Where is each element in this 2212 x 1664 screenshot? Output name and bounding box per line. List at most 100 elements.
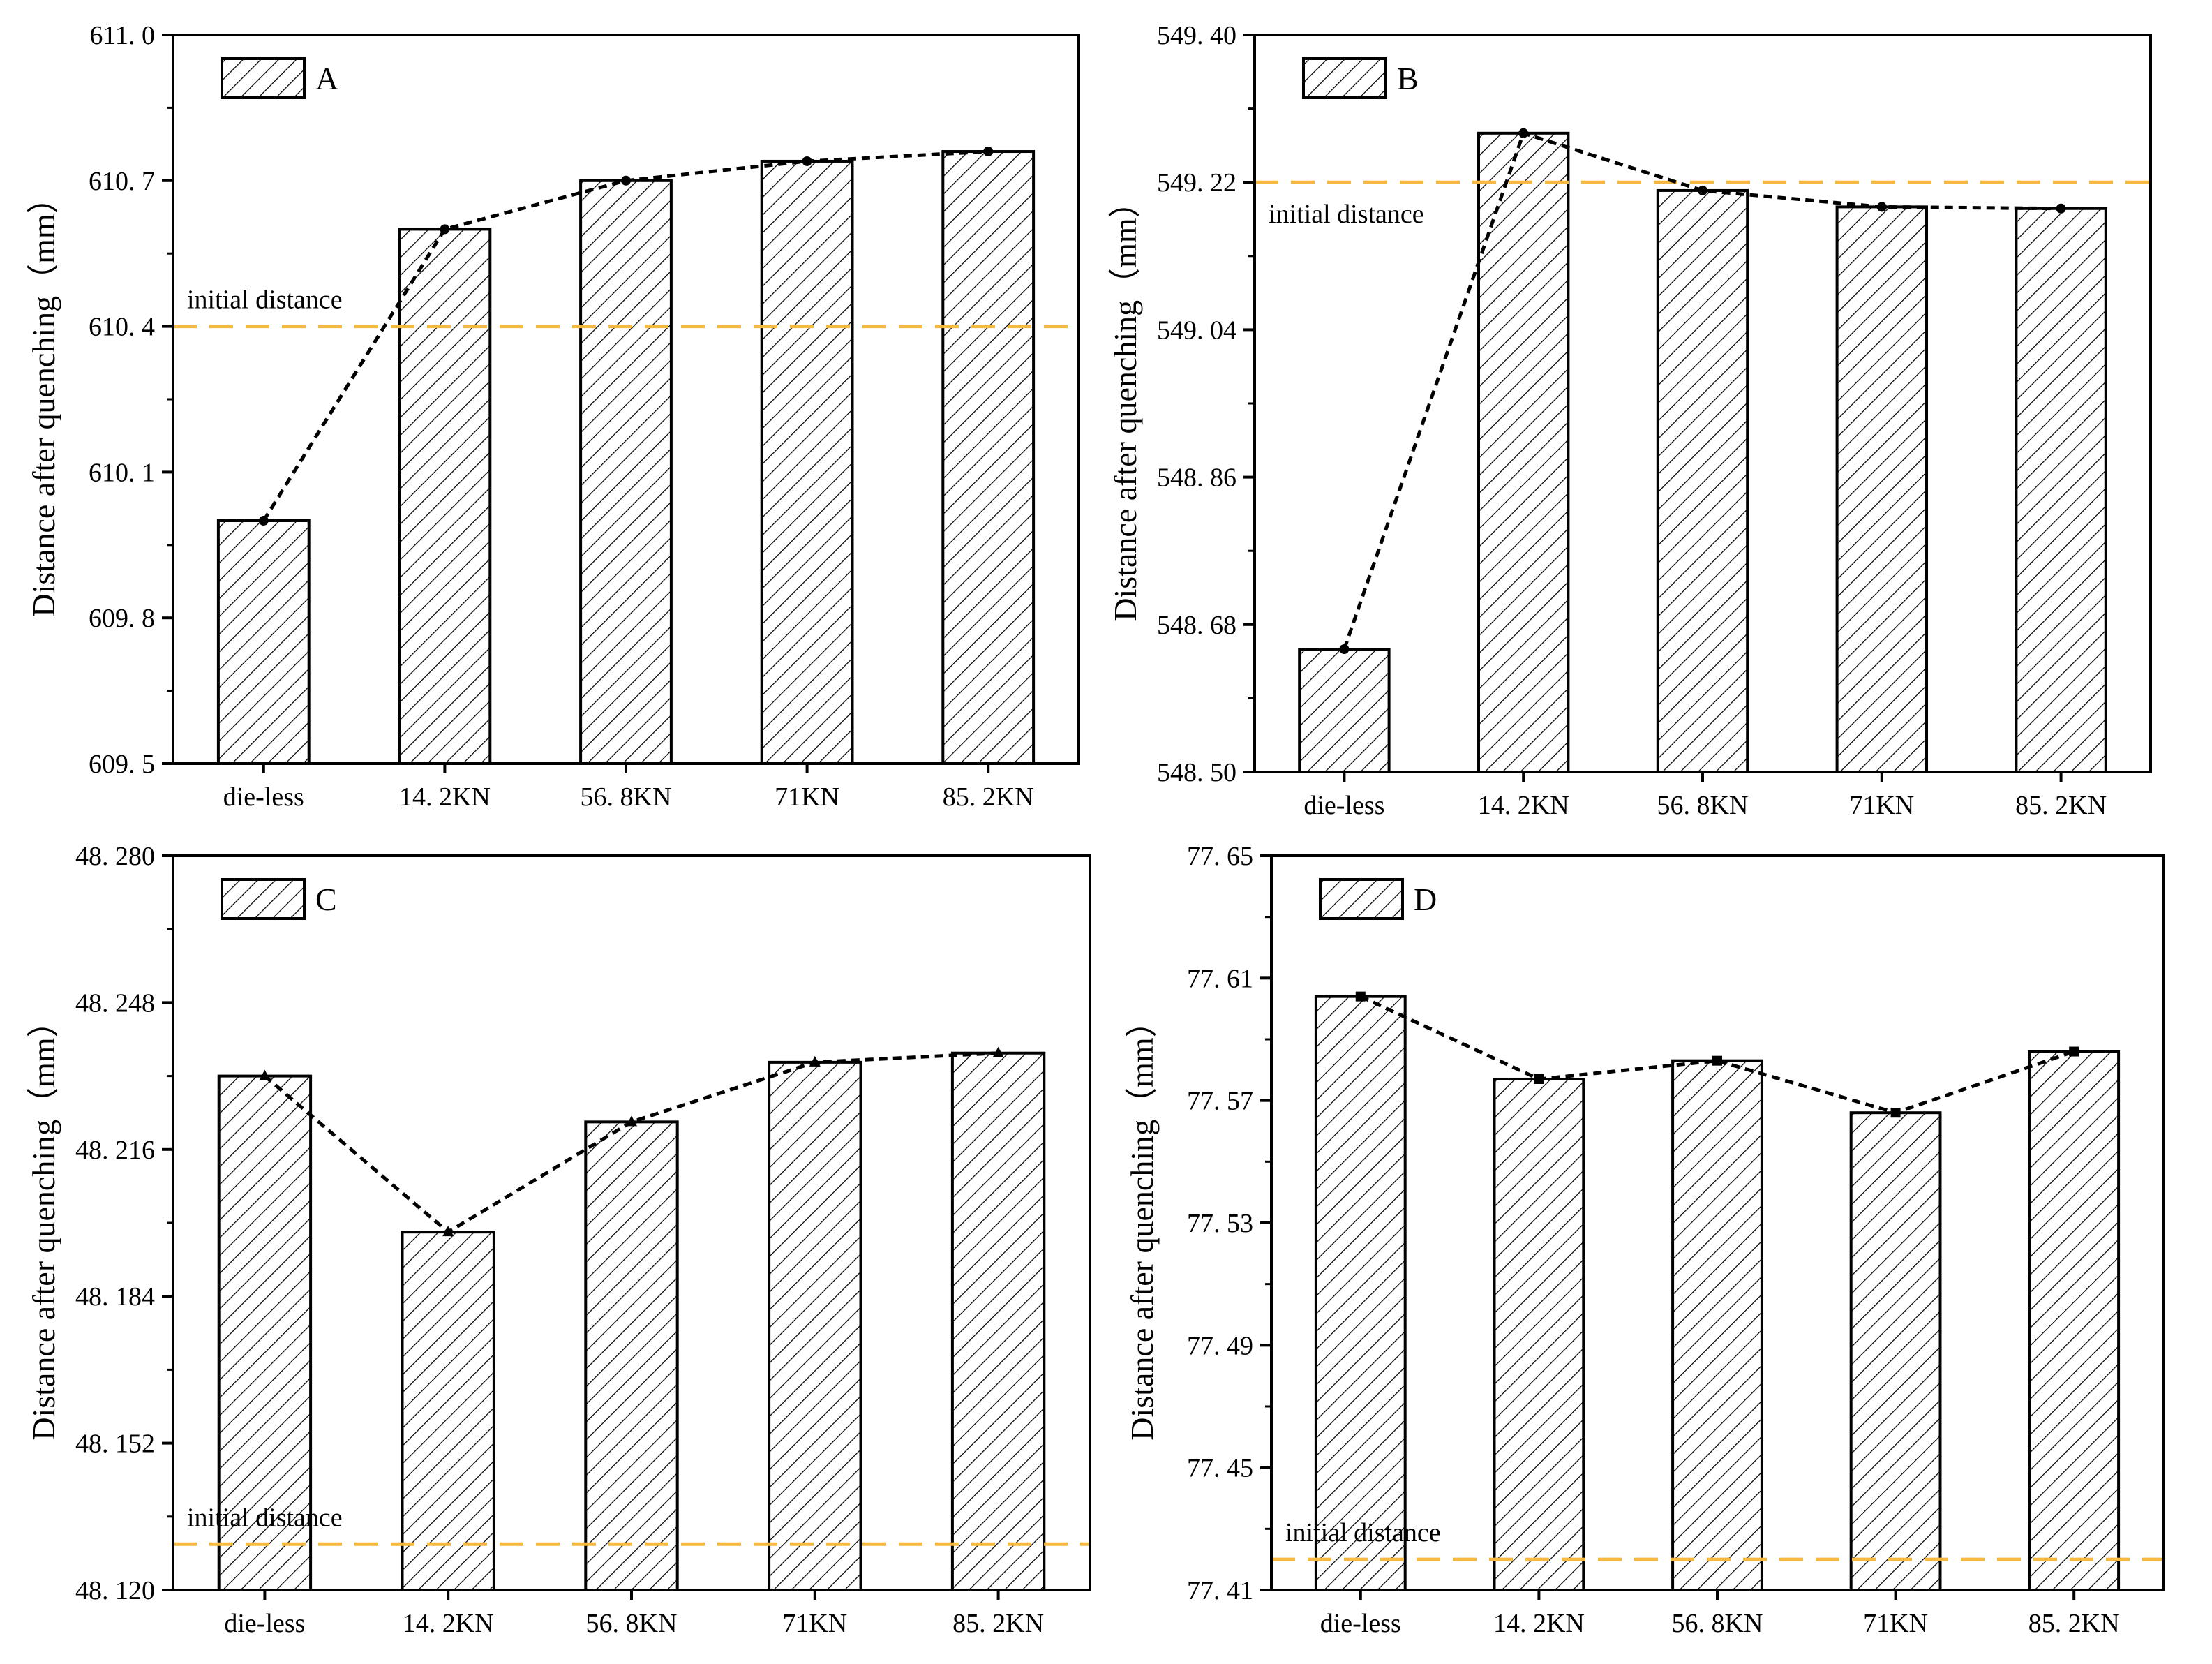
- x-category-label-d-3: 56. 8KN: [1672, 1609, 1763, 1638]
- bar-a-2: [398, 228, 492, 765]
- trend-point-b-3: [1698, 185, 1707, 195]
- bar-c-1: [217, 1074, 313, 1591]
- y-axis-title-a: Distance after quenching（mm）: [26, 181, 61, 616]
- reference-label-c: initial distance: [187, 1503, 343, 1532]
- y-tick-label-c-1: 48. 120: [75, 1576, 155, 1605]
- bar-a-3: [579, 179, 673, 765]
- bar-b-1: [1298, 648, 1391, 773]
- bar-d-3: [1671, 1059, 1763, 1591]
- trend-point-d-4: [1890, 1108, 1901, 1118]
- legend-label-d: D: [1414, 882, 1437, 917]
- y-axis-title-c: Distance after quenching（mm）: [26, 1005, 61, 1440]
- bar-b-4: [1835, 205, 1929, 773]
- bar-a-1: [216, 519, 311, 765]
- y-tick-label-b-4: 549. 04: [1157, 315, 1236, 345]
- y-tick-label-d-5: 77. 57: [1187, 1087, 1253, 1116]
- chart-panel-d: initial distance 77. 41 77. 45 77. 49 77. 53…: [1124, 842, 2165, 1638]
- trend-point-b-1: [1339, 644, 1350, 654]
- x-category-label-a-5: 85. 2KN: [943, 782, 1034, 812]
- x-category-label-c-4: 71KN: [782, 1609, 847, 1638]
- y-tick-label-b-6: 549. 40: [1157, 21, 1236, 50]
- y-tick-label-a-6: 611. 0: [89, 21, 155, 50]
- bar-c-2: [401, 1231, 495, 1591]
- legend-label-c: C: [315, 882, 337, 917]
- legend-swatch-a: [221, 57, 306, 99]
- x-category-label-d-5: 85. 2KN: [2028, 1609, 2120, 1638]
- chart-panel-c: initial distance 48. 120 48. 152 48. 184 48.…: [26, 842, 1091, 1638]
- y-tick-label-c-6: 48. 280: [75, 842, 155, 871]
- x-category-label-c-3: 56. 8KN: [586, 1609, 678, 1638]
- y-tick-label-b-5: 549. 22: [1157, 168, 1236, 198]
- legend-swatch-c: [221, 878, 306, 920]
- trend-point-d-3: [1712, 1055, 1722, 1066]
- x-category-label-b-2: 14. 2KN: [1478, 791, 1569, 820]
- bar-a-5: [941, 150, 1036, 766]
- legend-label-a: A: [315, 61, 338, 96]
- chart-panel-b: initial distance 548. 50 548. 68 548. 86 549…: [1107, 21, 2152, 820]
- trend-line-d: [1359, 995, 2075, 1115]
- bar-b-2: [1477, 131, 1570, 774]
- y-tick-label-a-5: 610. 7: [89, 167, 155, 196]
- trend-point-a-2: [440, 224, 450, 235]
- reference-label-a: initial distance: [187, 285, 343, 315]
- y-tick-label-d-3: 77. 49: [1187, 1331, 1253, 1360]
- y-tick-label-d-4: 77. 53: [1187, 1209, 1253, 1238]
- y-tick-label-c-3: 48. 184: [75, 1282, 155, 1312]
- y-tick-label-d-6: 77. 61: [1187, 964, 1253, 993]
- y-tick-label-a-1: 609. 5: [89, 750, 155, 779]
- bar-d-2: [1493, 1077, 1585, 1591]
- bar-b-5: [2015, 207, 2107, 774]
- y-tick-label-d-1: 77. 41: [1187, 1576, 1253, 1605]
- trend-point-c-3: [626, 1115, 637, 1127]
- trend-point-a-4: [802, 156, 812, 166]
- x-category-label-a-2: 14. 2KN: [399, 782, 491, 812]
- x-category-label-c-1: die-less: [224, 1609, 305, 1638]
- reference-label-d: initial distance: [1285, 1518, 1441, 1547]
- trend-point-b-4: [1876, 202, 1887, 212]
- x-category-label-c-2: 14. 2KN: [403, 1609, 494, 1638]
- y-tick-label-c-2: 48. 152: [75, 1429, 155, 1459]
- trend-point-d-5: [2069, 1046, 2079, 1057]
- x-category-label-a-3: 56. 8KN: [581, 782, 672, 812]
- bar-d-5: [2028, 1050, 2121, 1591]
- y-tick-label-a-3: 610. 1: [89, 458, 155, 487]
- bar-d-4: [1849, 1111, 1942, 1591]
- legend-swatch-d: [1319, 878, 1404, 920]
- bar-d-1: [1314, 995, 1407, 1591]
- legend-swatch-b: [1302, 57, 1387, 99]
- y-axis-title-d: Distance after quenching（mm）: [1124, 1005, 1160, 1440]
- x-category-label-d-1: die-less: [1320, 1609, 1401, 1638]
- trend-point-d-1: [1355, 991, 1366, 1002]
- y-tick-label-c-4: 48. 216: [75, 1136, 155, 1165]
- x-category-label-b-5: 85. 2KN: [2015, 791, 2107, 820]
- x-category-label-b-4: 71KN: [1849, 791, 1914, 820]
- trend-point-a-3: [621, 175, 631, 186]
- x-category-label-a-4: 71KN: [775, 782, 839, 812]
- trend-point-c-4: [809, 1055, 821, 1067]
- trend-point-a-5: [983, 147, 994, 157]
- trend-point-c-1: [259, 1069, 271, 1080]
- trend-point-a-1: [258, 516, 269, 526]
- y-tick-label-b-1: 548. 50: [1157, 758, 1236, 787]
- trend-point-c-2: [442, 1226, 454, 1237]
- bar-c-3: [584, 1120, 679, 1591]
- bar-c-4: [768, 1060, 862, 1591]
- legend-label-b: B: [1397, 61, 1419, 96]
- y-tick-label-a-4: 610. 4: [89, 313, 155, 342]
- y-tick-label-a-2: 609. 8: [89, 604, 155, 633]
- y-tick-label-c-5: 48. 248: [75, 988, 155, 1018]
- x-category-label-d-4: 71KN: [1863, 1609, 1928, 1638]
- x-category-label-b-1: die-less: [1303, 791, 1384, 820]
- trend-line-b: [1343, 131, 2061, 650]
- y-tick-label-d-7: 77. 65: [1187, 842, 1253, 871]
- y-tick-label-b-3: 548. 86: [1157, 463, 1236, 493]
- y-tick-label-b-2: 548. 68: [1157, 611, 1236, 640]
- bar-c-5: [950, 1051, 1046, 1591]
- x-category-label-c-5: 85. 2KN: [952, 1609, 1044, 1638]
- trend-point-c-5: [992, 1046, 1004, 1057]
- y-tick-label-d-2: 77. 45: [1187, 1454, 1253, 1483]
- trend-point-b-2: [1518, 128, 1529, 138]
- bar-b-3: [1656, 188, 1749, 773]
- chart-panel-a: initial distance 609. 5 609. 8 610. 1 610. 4…: [26, 21, 1080, 812]
